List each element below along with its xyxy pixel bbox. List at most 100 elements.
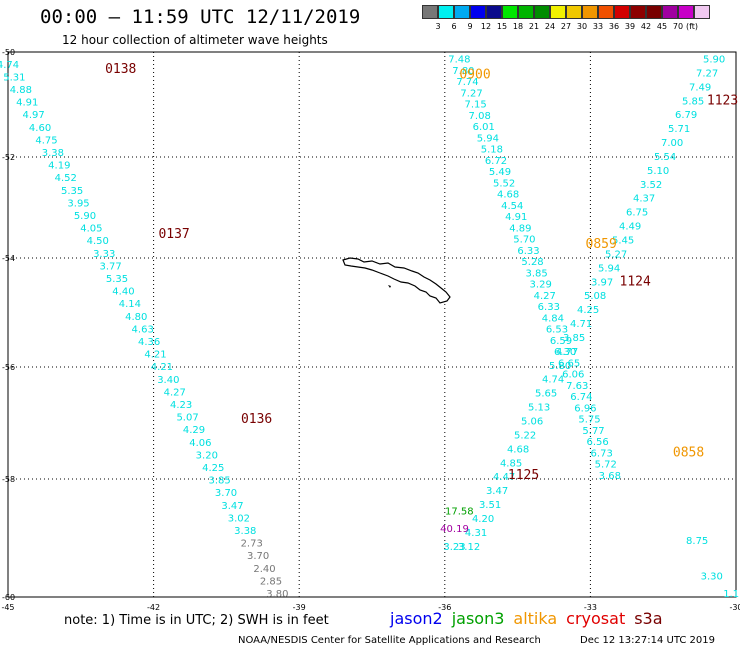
swh-value: 3.51 <box>479 500 501 511</box>
legend-swatch <box>662 5 678 19</box>
swh-value: 4.36 <box>138 337 160 348</box>
swh-value: 2.73 <box>241 539 263 550</box>
pass-time-label: 0138 <box>105 62 136 77</box>
swh-value: 2.40 <box>253 564 275 575</box>
swh-value: 5.90 <box>703 55 725 66</box>
swh-value: 3.97 <box>591 277 613 288</box>
swh-value: 4.40 <box>112 287 134 298</box>
swh-value: 3.29 <box>530 280 552 291</box>
swh-value: 5.75 <box>578 415 600 426</box>
swh-value: 4.75 <box>35 135 57 146</box>
swh-value: 5.10 <box>647 166 669 177</box>
generation-timestamp: Dec 12 13:27:14 UTC 2019 <box>580 635 715 646</box>
swh-value: 4.05 <box>80 224 102 235</box>
legend-label: 39 <box>624 22 636 31</box>
swh-value: 5.31 <box>3 72 25 83</box>
swh-value: 6.53 <box>546 325 568 336</box>
swh-value: 5.45 <box>612 235 634 246</box>
page-subtitle: 12 hour collection of altimeter wave hei… <box>62 33 328 47</box>
x-tick-label: -30 <box>729 603 740 612</box>
swh-value: 7.49 <box>689 82 711 93</box>
satellite-name: jason3 <box>451 609 505 628</box>
satellite-legend: jason2 jason3 altika cryosat s3a <box>390 609 672 628</box>
swh-value: 4.27 <box>164 387 186 398</box>
swh-value: 3.85 <box>563 333 585 344</box>
swh-value: 7.74 <box>456 77 478 88</box>
swh-value: 3.38 <box>234 526 256 537</box>
swh-value: 3.12 <box>458 542 480 553</box>
legend-label: 9 <box>467 22 473 31</box>
swh-value: 4.19 <box>48 161 70 172</box>
legend-swatch <box>486 5 502 19</box>
pass-time-labels: 013801370136090008590858112311241125113 <box>105 62 738 483</box>
satellite-name: jason2 <box>390 609 443 628</box>
map-frame <box>7 51 737 598</box>
pass-time-label: 0137 <box>158 227 189 242</box>
swh-value: 6.73 <box>591 448 613 459</box>
swh-value: 4.21 <box>144 350 166 361</box>
swh-value: 7.27 <box>460 88 482 99</box>
swh-value: 4.88 <box>10 85 32 96</box>
swh-value: 3.38 <box>42 148 64 159</box>
swh-value: 17.58 <box>445 506 474 517</box>
legend-label: 42 <box>640 22 652 31</box>
swh-value: 3.85 <box>209 476 231 487</box>
swh-value: 4.47 <box>493 472 515 483</box>
swh-value: 5.13 <box>528 403 550 414</box>
swh-value: 4.23 <box>170 400 192 411</box>
swh-value: 4.74 <box>0 60 19 71</box>
legend-swatch <box>678 5 694 19</box>
swh-value: 6.74 <box>570 392 592 403</box>
swh-value: 5.94 <box>477 133 499 144</box>
swh-value: 40.19 <box>440 524 469 535</box>
swh-value: 3.33 <box>93 249 115 260</box>
legend-label: 27 <box>560 22 572 31</box>
swh-value: 5.71 <box>668 124 690 135</box>
satellite-name: altika <box>513 609 558 628</box>
swh-value: 5.22 <box>514 430 536 441</box>
swh-value: 4.31 <box>465 528 487 539</box>
swh-value: 4.80 <box>125 312 147 323</box>
swh-value: 4.21 <box>151 362 173 373</box>
lat-lon-grid <box>7 51 737 598</box>
swh-value: 5.80 <box>549 361 571 372</box>
legend-swatch <box>694 5 710 19</box>
swh-value: 7.27 <box>696 68 718 79</box>
swh-value: 3.70 <box>215 488 237 499</box>
swh-value: 5.28 <box>521 257 543 268</box>
swh-value: 4.85 <box>500 458 522 469</box>
legend-label: 6 <box>451 22 457 31</box>
swh-value: 6.96 <box>574 403 596 414</box>
legend-swatch <box>646 5 662 19</box>
x-tick-label: -45 <box>1 603 14 612</box>
satellite-name: s3a <box>634 609 663 628</box>
swh-value: 7.15 <box>464 100 486 111</box>
swh-value: 4.49 <box>619 222 641 233</box>
swh-value: 4.60 <box>29 123 51 134</box>
swh-value: 4.25 <box>577 305 599 316</box>
swh-value: 1.1 <box>723 589 739 600</box>
swh-value: 4.77 <box>556 347 578 358</box>
swh-value: 3.95 <box>67 198 89 209</box>
y-tick-label: -60 <box>2 593 15 602</box>
swh-value: 7.48 <box>448 55 470 66</box>
legend-swatch <box>470 5 486 19</box>
legend-swatch <box>614 5 630 19</box>
legend-label: 12 <box>480 22 492 31</box>
legend-label: 3 <box>435 22 441 31</box>
x-tick-label: -42 <box>147 603 160 612</box>
swh-value: 7.00 <box>661 138 683 149</box>
swh-value: 4.91 <box>505 212 527 223</box>
swh-value: 5.85 <box>682 96 704 107</box>
swh-value: 3.30 <box>701 571 723 582</box>
swh-value: 4.97 <box>23 110 45 121</box>
swh-value: 8.75 <box>686 536 708 547</box>
swh-value: 3.68 <box>599 471 621 482</box>
swh-value: 3.23 <box>443 542 465 553</box>
swh-value: 4.25 <box>202 463 224 474</box>
legend-label: 24 <box>544 22 556 31</box>
legend-swatch <box>518 5 534 19</box>
swh-value: 4.54 <box>501 201 523 212</box>
swh-value: 3.80 <box>266 589 288 600</box>
swh-value: 4.71 <box>570 319 592 330</box>
